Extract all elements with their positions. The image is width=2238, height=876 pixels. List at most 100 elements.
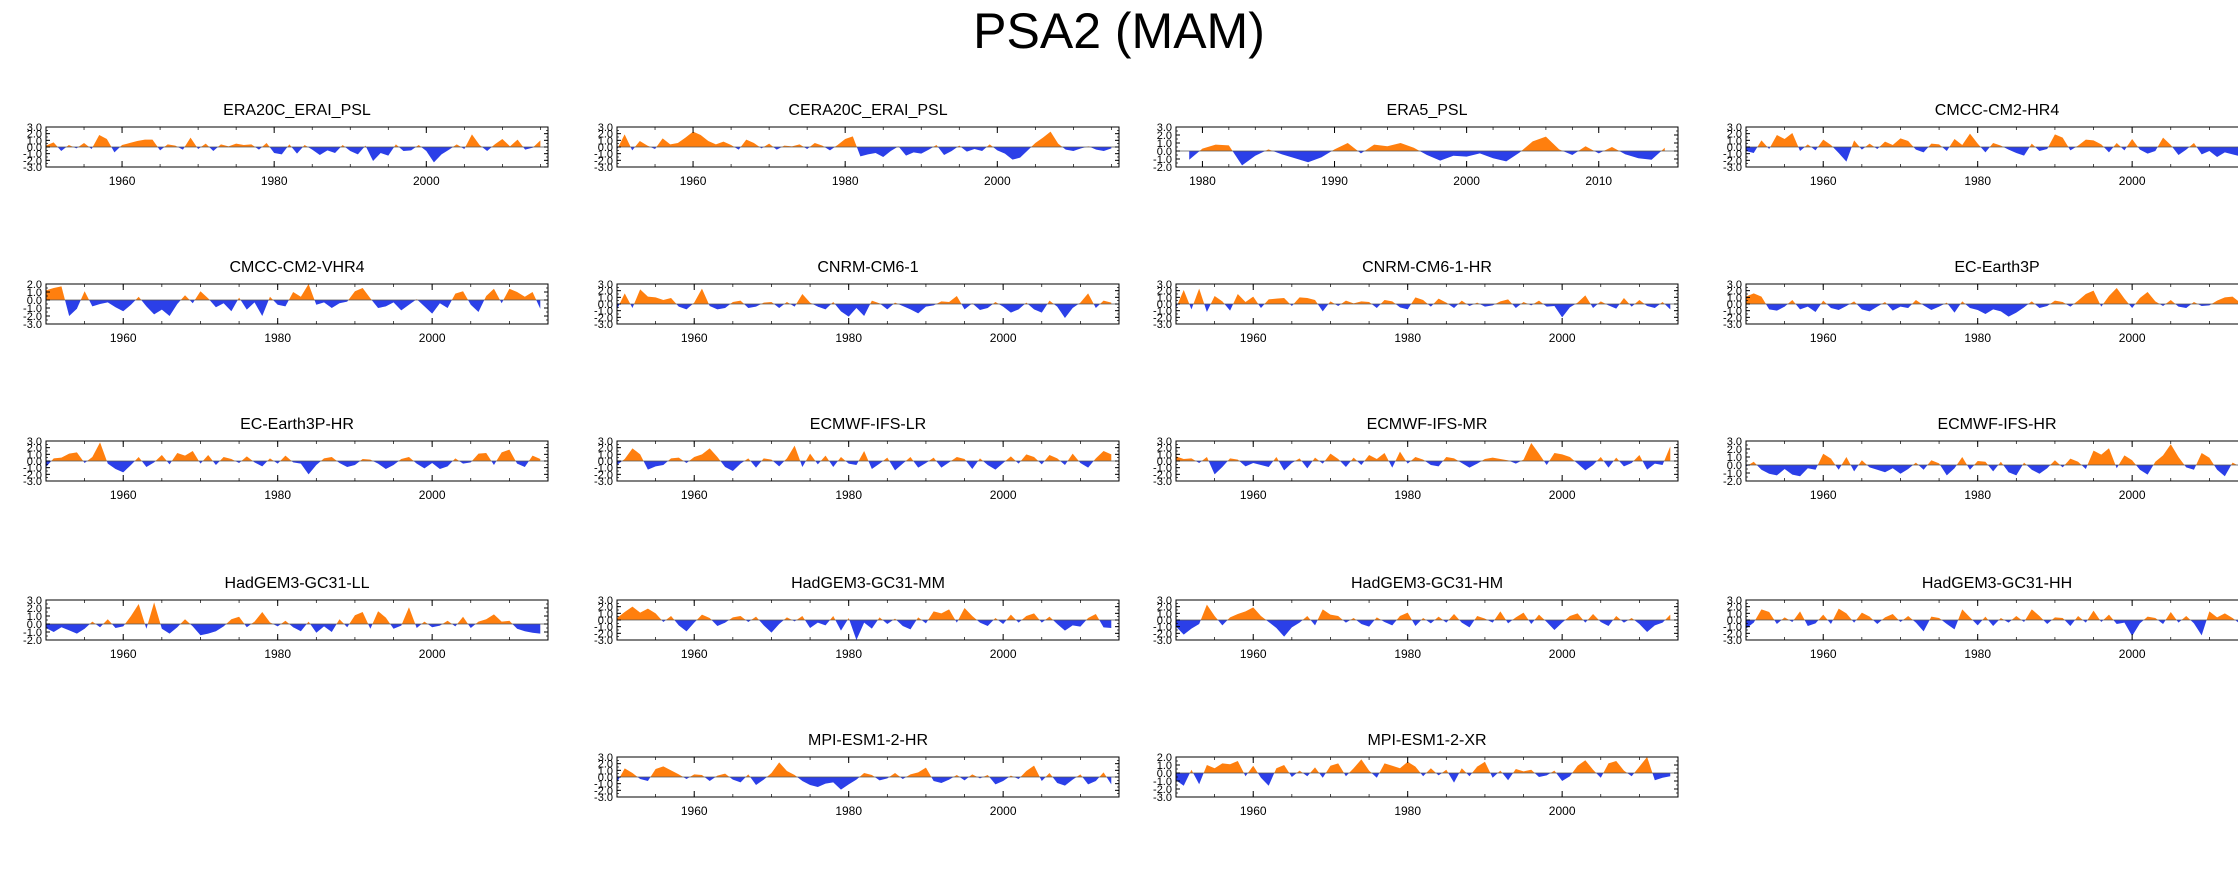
y-tick-label: 1.0	[1727, 292, 1742, 304]
negative-area	[459, 461, 472, 464]
y-tick-label: -3.0	[594, 162, 613, 174]
y-tick-label: 1.0	[27, 449, 42, 461]
negative-area	[1272, 151, 1332, 163]
positive-area	[809, 143, 825, 147]
negative-area	[273, 624, 281, 627]
positive-area	[1274, 765, 1290, 773]
negative-area	[421, 147, 453, 163]
x-tick-label: 1960	[1240, 647, 1267, 661]
y-tick-label: -2.0	[23, 469, 42, 481]
negative-area	[1289, 773, 1297, 777]
positive-area	[171, 451, 199, 461]
negative-area	[244, 624, 252, 628]
positive-area	[1851, 140, 1860, 147]
negative-area	[371, 300, 416, 311]
negative-area	[1603, 461, 1614, 468]
negative-area	[112, 624, 126, 628]
positive-area	[730, 300, 745, 304]
y-tick-label: 0.0	[598, 299, 613, 311]
y-tick-label: 3.0	[598, 752, 613, 764]
positive-area	[394, 144, 399, 147]
positive-area	[796, 294, 813, 304]
negative-area	[998, 620, 1007, 624]
positive-area	[46, 142, 58, 147]
y-tick-label: -3.0	[1153, 476, 1172, 488]
negative-area	[2043, 620, 2052, 624]
x-tick-label: 2000	[990, 647, 1017, 661]
positive-area	[241, 456, 253, 461]
positive-area	[1441, 769, 1449, 773]
positive-area	[692, 288, 709, 304]
negative-area	[1357, 461, 1365, 465]
positive-area	[784, 302, 791, 304]
negative-area	[1448, 773, 1460, 783]
negative-area	[235, 461, 242, 463]
positive-area	[1757, 140, 1768, 147]
y-tick-label: 3.0	[1727, 595, 1742, 607]
negative-area	[650, 147, 657, 149]
positive-area	[784, 445, 801, 461]
positive-area	[619, 293, 631, 304]
positive-area	[715, 773, 730, 777]
negative-area	[676, 304, 693, 310]
negative-area	[141, 300, 181, 316]
positive-area	[2028, 301, 2035, 304]
positive-area	[829, 616, 836, 620]
panel-title: ECMWF-IFS-MR	[1367, 416, 1488, 433]
negative-area	[1619, 461, 1634, 467]
negative-area	[1427, 304, 1434, 307]
positive-area	[1295, 458, 1302, 461]
y-tick-label: -2.0	[23, 311, 42, 323]
y-tick-label: -3.0	[594, 319, 613, 331]
positive-area	[1317, 609, 1343, 620]
positive-area	[1665, 614, 1671, 620]
y-tick-label: 1.0	[598, 449, 613, 461]
negative-area	[1534, 773, 1551, 777]
positive-area	[2050, 460, 2061, 465]
y-tick-label: 2.0	[1727, 129, 1742, 141]
positive-area	[916, 617, 922, 620]
positive-area	[398, 457, 414, 461]
y-tick-label: 3.0	[598, 436, 613, 448]
negative-area	[898, 147, 934, 156]
y-tick-label: 2.0	[27, 129, 42, 141]
y-tick-label: -2.0	[594, 312, 613, 324]
positive-area	[180, 295, 190, 300]
y-tick-label: 0.0	[1157, 456, 1172, 468]
panel-4: CMCC-CM2-HR4 -3.0-2.0-1.00.01.02.03.0 1960…	[1723, 102, 2238, 188]
negative-area	[1590, 304, 1598, 308]
positive-area	[219, 457, 236, 461]
panel-6: CNRM-CM6-1 -3.0-2.0-1.00.01.02.03.0 1960 19…	[594, 259, 1120, 345]
negative-area	[417, 300, 452, 314]
negative-area	[711, 620, 729, 626]
positive-area	[834, 136, 857, 147]
x-tick-label: 1960	[681, 488, 708, 502]
y-tick-label: -1.0	[1153, 463, 1172, 475]
negative-area	[937, 147, 958, 155]
negative-area	[882, 620, 894, 624]
x-tick-label: 2000	[413, 174, 440, 188]
negative-area	[269, 147, 288, 155]
y-tick-label: -3.0	[1153, 635, 1172, 647]
negative-area	[1789, 620, 1794, 622]
negative-area	[1395, 304, 1412, 310]
y-tick-label: 2.0	[598, 602, 613, 614]
negative-area	[744, 304, 762, 308]
positive-area	[320, 457, 337, 461]
negative-area	[1866, 465, 1914, 474]
negative-area	[617, 304, 620, 310]
negative-area	[390, 624, 402, 629]
positive-area	[740, 139, 760, 147]
positive-area	[66, 145, 74, 147]
positive-area	[796, 616, 805, 620]
positive-area	[1177, 290, 1190, 304]
positive-area	[451, 291, 469, 300]
negative-area	[849, 620, 878, 640]
positive-area	[491, 139, 524, 147]
positive-area	[2073, 290, 2100, 304]
negative-area	[345, 147, 365, 155]
positive-area	[1227, 458, 1240, 461]
positive-area	[820, 455, 830, 461]
positive-area	[1958, 609, 1973, 620]
negative-area	[1629, 304, 1635, 307]
